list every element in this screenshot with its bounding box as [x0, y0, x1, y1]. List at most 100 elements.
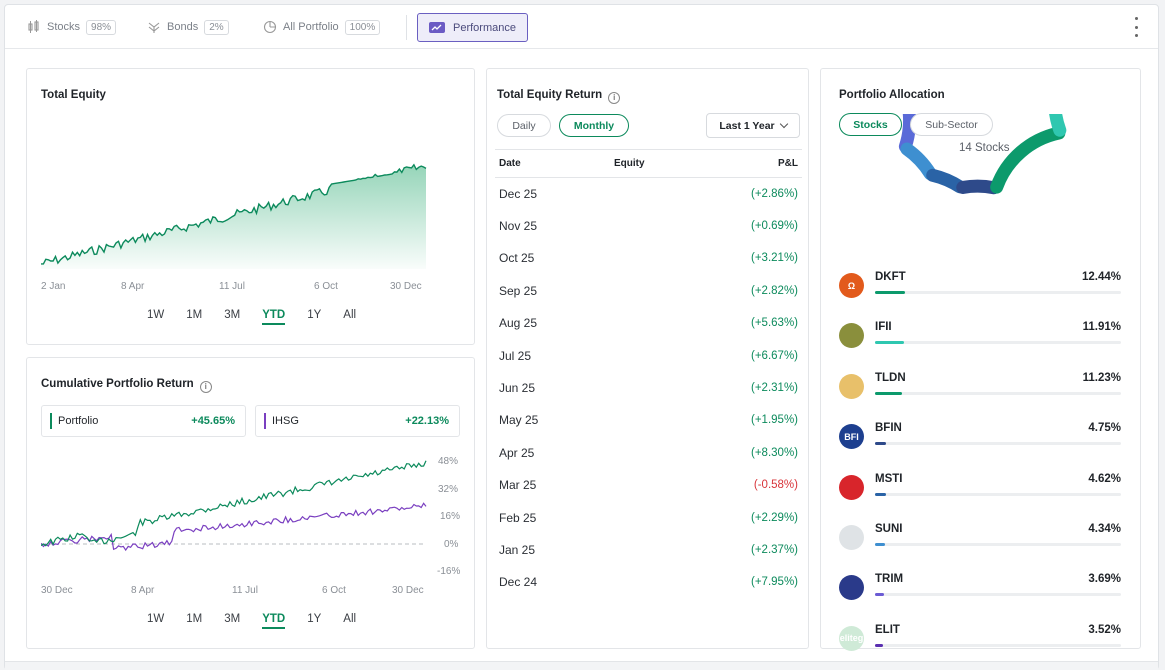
tab-divider	[406, 15, 407, 40]
stock-ticker: SUNI	[875, 523, 903, 535]
equity-return-title-text: Total Equity Return	[497, 89, 603, 101]
table-row[interactable]: May 25 (+1.95%)	[495, 404, 802, 436]
tab-bonds-label: Bonds	[167, 21, 199, 33]
stock-percent: 3.52%	[1088, 623, 1121, 636]
equity-return-rows: Dec 25 (+2.86%) Nov 25 (+0.69%) Oct 25 (+3.21…	[495, 178, 802, 599]
stock-row-trim[interactable]: TRIM 3.69%	[839, 571, 1121, 611]
info-icon[interactable]: i	[199, 381, 212, 393]
table-row[interactable]: Nov 25 (+0.69%)	[495, 210, 802, 242]
row-date: Jun 25	[499, 381, 536, 396]
stock-bar-fill	[875, 643, 883, 647]
table-row[interactable]: Dec 25 (+2.86%)	[495, 178, 802, 210]
table-row[interactable]: Jul 25 (+6.67%)	[495, 339, 802, 371]
stock-percent: 11.23%	[1082, 371, 1121, 384]
donut-segment[interactable]	[990, 126, 1066, 194]
range-all[interactable]: All	[343, 613, 357, 625]
row-pl: (+2.37%)	[751, 543, 798, 556]
eq-x-label: 2 Jan	[41, 281, 66, 292]
stock-logo-icon	[839, 474, 864, 500]
donut-segment[interactable]	[926, 168, 967, 194]
info-icon[interactable]: i	[608, 92, 621, 104]
legend-ihsg-swatch	[264, 413, 266, 429]
donut-segment[interactable]	[1049, 114, 1067, 137]
stock-bar-fill	[875, 492, 886, 496]
range-all[interactable]: All	[343, 309, 357, 321]
stock-row-msti[interactable]: MSTI 4.62%	[839, 471, 1121, 511]
cum-y-label: 32%	[438, 484, 459, 495]
portfolio-line	[41, 460, 427, 547]
range-1w[interactable]: 1W	[147, 613, 165, 625]
alloc-tab-subsector[interactable]: Sub-Sector	[910, 113, 993, 136]
trend-icon	[429, 22, 445, 33]
row-equity	[610, 404, 720, 436]
tab-stocks[interactable]: Stocks 98%	[27, 17, 117, 37]
stock-percent: 4.34%	[1088, 523, 1121, 535]
cum-y-label: 0%	[444, 539, 459, 550]
cum-x-label: 6 Oct	[322, 585, 346, 596]
table-row[interactable]: Mar 25 (-0.58%)	[495, 469, 802, 501]
equity-return-title: Total Equity Return i	[497, 89, 621, 104]
stock-row-tldn[interactable]: TLDN 11.23%	[839, 370, 1121, 410]
range-ytd[interactable]: YTD	[262, 309, 286, 325]
table-row[interactable]: Jun 25 (+2.31%)	[495, 372, 802, 404]
period-dropdown[interactable]: Last 1 Year	[706, 113, 800, 138]
tab-bonds[interactable]: Bonds 2%	[147, 17, 229, 37]
range-1y[interactable]: 1Y	[307, 309, 322, 321]
stock-bar-track	[875, 643, 1121, 647]
donut-segment[interactable]	[900, 142, 937, 181]
range-1y[interactable]: 1Y	[307, 613, 322, 625]
more-menu-icon[interactable]	[1133, 17, 1139, 37]
table-row[interactable]: Dec 24 (+7.95%)	[495, 566, 802, 598]
alloc-tab-stocks[interactable]: Stocks	[839, 113, 902, 136]
range-3m[interactable]: 3M	[224, 309, 241, 321]
mode-monthly[interactable]: Monthly	[559, 114, 629, 137]
stock-row-ifii[interactable]: IFII 11.91%	[839, 319, 1121, 359]
period-dropdown-label: Last 1 Year	[719, 119, 775, 132]
eq-range-tabs: 1W 1M 3M YTD 1Y All	[147, 309, 356, 325]
total-equity-line	[41, 163, 427, 265]
donut-segment[interactable]	[898, 114, 917, 153]
stock-row-dkft[interactable]: Ω DKFT 12.44%	[839, 269, 1121, 309]
donut-segment[interactable]	[956, 179, 1001, 195]
range-3m[interactable]: 3M	[224, 613, 241, 625]
range-1w[interactable]: 1W	[147, 309, 165, 321]
cum-x-label: 30 Dec	[41, 585, 73, 596]
tab-all-portfolio[interactable]: All Portfolio 100%	[263, 17, 381, 37]
row-date: Feb 25	[499, 510, 537, 525]
table-row[interactable]: Oct 25 (+3.21%)	[495, 242, 802, 274]
row-date: Nov 25	[499, 219, 538, 234]
table-row[interactable]: Aug 25 (+5.63%)	[495, 307, 802, 339]
row-pl: (+1.95%)	[751, 414, 798, 427]
row-pl: (+7.95%)	[751, 576, 798, 589]
table-row[interactable]: Sep 25 (+2.82%)	[495, 275, 802, 307]
donut-center-label: 14 Stocks	[959, 142, 1010, 154]
eq-x-label: 8 Apr	[121, 281, 145, 292]
tab-stocks-badge: 98%	[86, 19, 117, 35]
stock-ticker: BFIN	[875, 422, 902, 435]
mode-daily[interactable]: Daily	[497, 114, 551, 137]
stock-logo-icon	[839, 373, 864, 399]
stock-row-bfin[interactable]: BFI BFIN 4.75%	[839, 420, 1121, 460]
tab-performance[interactable]: Performance	[417, 13, 528, 42]
table-header: Date Equity P&L	[495, 149, 802, 178]
row-equity	[610, 437, 720, 469]
stock-ticker: DKFT	[875, 271, 906, 283]
stock-ticker: ELIT	[875, 623, 900, 636]
range-1m[interactable]: 1M	[186, 309, 203, 321]
stock-row-suni[interactable]: SUNI 4.34%	[839, 521, 1121, 561]
stock-percent: 12.44%	[1081, 271, 1121, 283]
stock-bar-fill	[875, 442, 886, 446]
row-equity	[610, 275, 720, 307]
col-pl: P&L	[720, 149, 802, 178]
row-pl: (+2.82%)	[751, 284, 798, 297]
table-row[interactable]: Feb 25 (+2.29%)	[495, 501, 802, 533]
stock-bar-track	[875, 543, 1121, 546]
row-equity	[610, 178, 720, 210]
stock-row-elit[interactable]: eliteg ELIT 3.52%	[839, 622, 1121, 662]
row-equity	[610, 469, 720, 501]
range-ytd[interactable]: YTD	[262, 613, 286, 629]
table-row[interactable]: Apr 25 (+8.30%)	[495, 437, 802, 469]
row-equity	[610, 372, 720, 404]
range-1m[interactable]: 1M	[186, 613, 203, 625]
table-row[interactable]: Jan 25 (+2.37%)	[495, 534, 802, 566]
